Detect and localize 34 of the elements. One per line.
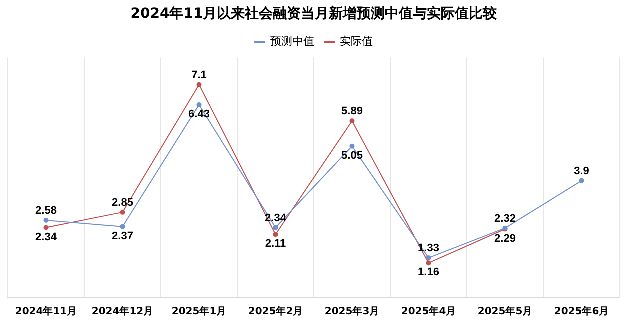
point <box>273 232 278 238</box>
data-label: 7.1 <box>192 69 207 82</box>
point <box>120 224 126 230</box>
point <box>350 144 355 149</box>
data-label: 3.9 <box>574 165 590 178</box>
point <box>44 218 49 224</box>
point <box>350 118 355 124</box>
legend-label: 实际值 <box>340 35 373 48</box>
point <box>273 225 278 230</box>
x-tick-label: 2025年3月 <box>324 306 380 318</box>
data-label: 2.37 <box>112 230 134 242</box>
point <box>196 102 202 108</box>
data-label: 2.58 <box>36 205 57 218</box>
data-label: 2.32 <box>494 212 516 225</box>
point <box>196 82 202 88</box>
point <box>579 178 584 184</box>
point <box>44 225 49 230</box>
data-label: 1.16 <box>418 266 440 279</box>
x-tick-label: 2024年12月 <box>92 306 154 318</box>
point <box>426 256 432 261</box>
data-label: 2.11 <box>265 238 286 250</box>
data-label: 2.34 <box>36 231 58 244</box>
x-tick-label: 2025年2月 <box>248 306 304 318</box>
legend-label: 预测中值 <box>270 35 314 48</box>
x-tick-label: 2025年6月 <box>554 306 610 318</box>
data-label: 5.89 <box>342 106 363 118</box>
chart-title: 2024年11月以来社会融资当月新增预测中值与实际值比较 <box>130 5 498 22</box>
point <box>426 260 432 266</box>
x-tick-label: 2024年11月 <box>15 306 78 318</box>
x-tick-label: 2025年5月 <box>478 306 533 318</box>
data-label: 2.29 <box>494 232 516 245</box>
x-tick-label: 2025年4月 <box>401 306 456 318</box>
point <box>120 210 126 215</box>
x-tick-label: 2025年1月 <box>172 306 227 318</box>
